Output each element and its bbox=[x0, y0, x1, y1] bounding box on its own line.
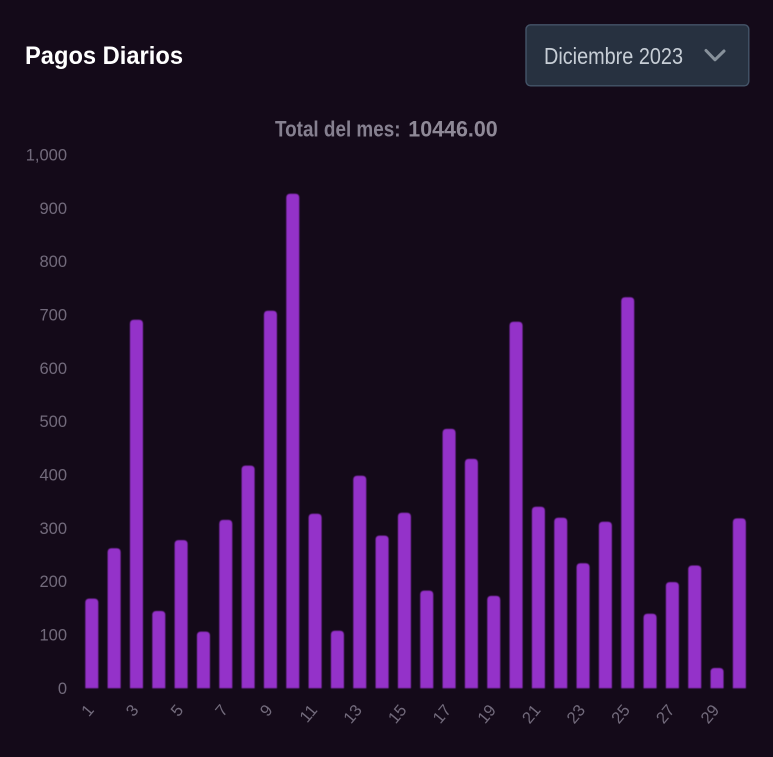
svg-text:300: 300 bbox=[39, 520, 67, 538]
svg-text:10446.00: 10446.00 bbox=[408, 116, 497, 141]
svg-text:800: 800 bbox=[39, 253, 67, 271]
svg-text:0: 0 bbox=[58, 680, 67, 698]
svg-text:900: 900 bbox=[39, 200, 67, 218]
svg-text:100: 100 bbox=[39, 627, 67, 645]
svg-text:Total del mes:: Total del mes: bbox=[275, 116, 401, 141]
svg-text:700: 700 bbox=[39, 307, 67, 325]
svg-text:500: 500 bbox=[39, 413, 67, 431]
svg-text:400: 400 bbox=[39, 467, 67, 485]
svg-text:Diciembre 2023: Diciembre 2023 bbox=[544, 43, 683, 69]
svg-text:600: 600 bbox=[39, 360, 67, 378]
svg-text:1,000: 1,000 bbox=[26, 147, 67, 165]
svg-text:200: 200 bbox=[39, 573, 67, 591]
svg-text:Pagos Diarios: Pagos Diarios bbox=[25, 42, 183, 70]
